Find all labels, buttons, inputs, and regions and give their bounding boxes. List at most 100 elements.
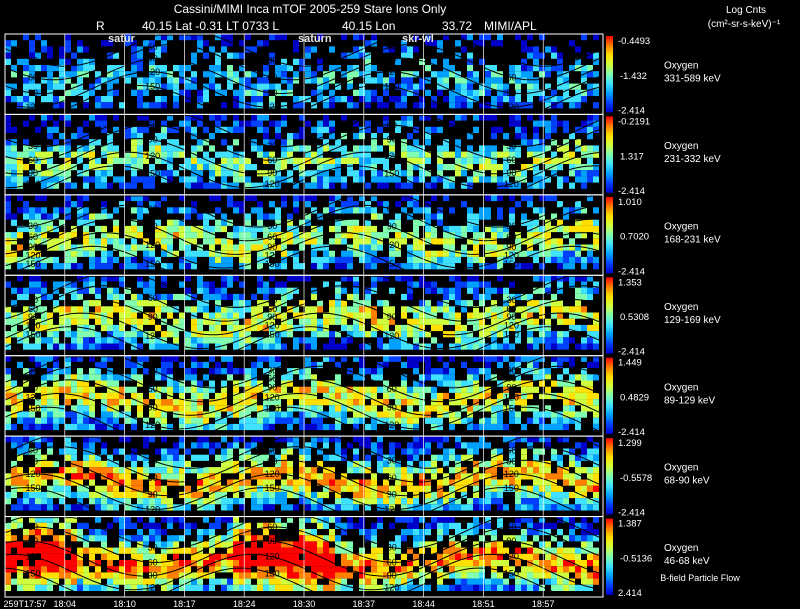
heatmap-cell (173, 386, 179, 393)
heatmap-cell (407, 343, 413, 350)
heatmap-cell (41, 40, 47, 47)
heatmap-cell (527, 194, 533, 202)
heatmap-cell (407, 498, 413, 505)
heatmap-cell (389, 485, 395, 492)
heatmap-cell (155, 448, 161, 455)
heatmap-cell (17, 485, 23, 492)
heatmap-cell (419, 312, 425, 319)
heatmap-cell (281, 498, 287, 505)
heatmap-cell (425, 170, 431, 177)
heatmap-cell (107, 40, 113, 47)
heatmap-cell (77, 71, 83, 78)
heatmap-cell (53, 516, 59, 523)
heatmap-cell (29, 547, 35, 554)
heatmap-cell (185, 244, 191, 251)
heatmap-cell (431, 454, 437, 461)
heatmap-cell (191, 232, 197, 239)
heatmap-cell (29, 504, 35, 511)
heatmap-cell (251, 423, 257, 431)
heatmap-cell (5, 182, 11, 189)
heatmap-cell (527, 312, 533, 319)
heatmap-cell (209, 170, 215, 177)
heatmap-cell (53, 485, 59, 492)
heatmap-cell (281, 89, 287, 96)
heatmap-cell (167, 504, 173, 511)
heatmap-cell (515, 374, 521, 381)
heatmap-cell (197, 442, 203, 449)
heatmap-cell (365, 256, 371, 264)
heatmap-cell (239, 170, 245, 177)
heatmap-cell (455, 102, 461, 109)
heatmap-cell (491, 417, 497, 424)
heatmap-cell (335, 411, 341, 418)
heatmap-cell (95, 374, 101, 381)
heatmap-cell (149, 71, 155, 78)
heatmap-cell (107, 479, 113, 486)
heatmap-cell (167, 219, 173, 226)
heatmap-cell (185, 263, 191, 270)
heatmap-cell (275, 83, 281, 90)
heatmap-cell (233, 522, 239, 529)
heatmap-cell (311, 386, 317, 393)
heatmap-cell (365, 504, 371, 511)
heatmap-cell (113, 491, 119, 499)
heatmap-cell (299, 473, 305, 480)
heatmap-cell (341, 114, 347, 121)
heatmap-cell (281, 318, 287, 325)
heatmap-cell (515, 467, 521, 474)
heatmap-cell (485, 405, 491, 412)
heatmap-cell (191, 126, 197, 133)
heatmap-cell (293, 275, 299, 282)
heatmap-cell (293, 312, 299, 319)
heatmap-cell (17, 454, 23, 461)
heatmap-cell (17, 504, 23, 511)
heatmap-cell (485, 151, 491, 158)
heatmap-cell (425, 312, 431, 319)
heatmap-cell (89, 355, 95, 362)
heatmap-cell (473, 374, 479, 381)
heatmap-cell (185, 238, 191, 245)
heatmap-cell (77, 380, 83, 387)
heatmap-cell (215, 467, 221, 474)
heatmap-cell (143, 467, 149, 474)
heatmap-cell (245, 77, 251, 84)
heatmap-cell (17, 578, 23, 585)
heatmap-cell (431, 225, 437, 233)
heatmap-cell (383, 114, 389, 121)
heatmap-cell (125, 157, 131, 164)
heatmap-cell (155, 337, 161, 344)
heatmap-cell (215, 392, 221, 400)
heatmap-cell (455, 473, 461, 480)
heatmap-cell (527, 96, 533, 103)
heatmap-cell (563, 145, 569, 152)
heatmap-cell (215, 442, 221, 449)
heatmap-cell (221, 399, 227, 406)
heatmap-cell (239, 331, 245, 338)
heatmap-cell (41, 170, 47, 177)
heatmap-cell (101, 405, 107, 412)
heatmap-cell (455, 157, 461, 164)
heatmap-cell (83, 120, 89, 127)
heatmap-cell (101, 498, 107, 505)
heatmap-cell (185, 213, 191, 220)
heatmap-cell (215, 293, 221, 301)
heatmap-cell (581, 164, 587, 171)
heatmap-cell (101, 460, 107, 468)
heatmap-cell (383, 46, 389, 53)
heatmap-cell (545, 232, 551, 239)
heatmap-cell (263, 126, 269, 133)
heatmap-cell (563, 232, 569, 239)
heatmap-cell (377, 244, 383, 251)
heatmap-cell (491, 324, 497, 332)
heatmap-cell (101, 374, 107, 381)
heatmap-cell (251, 238, 257, 245)
heatmap-cell (215, 498, 221, 505)
heatmap-cell (431, 96, 437, 103)
heatmap-cell (293, 157, 299, 164)
heatmap-cell (335, 256, 341, 264)
heatmap-cell (131, 300, 137, 307)
heatmap-cell (347, 498, 353, 505)
heatmap-cell (449, 343, 455, 350)
heatmap-cell (353, 417, 359, 424)
heatmap-cell (65, 491, 71, 499)
